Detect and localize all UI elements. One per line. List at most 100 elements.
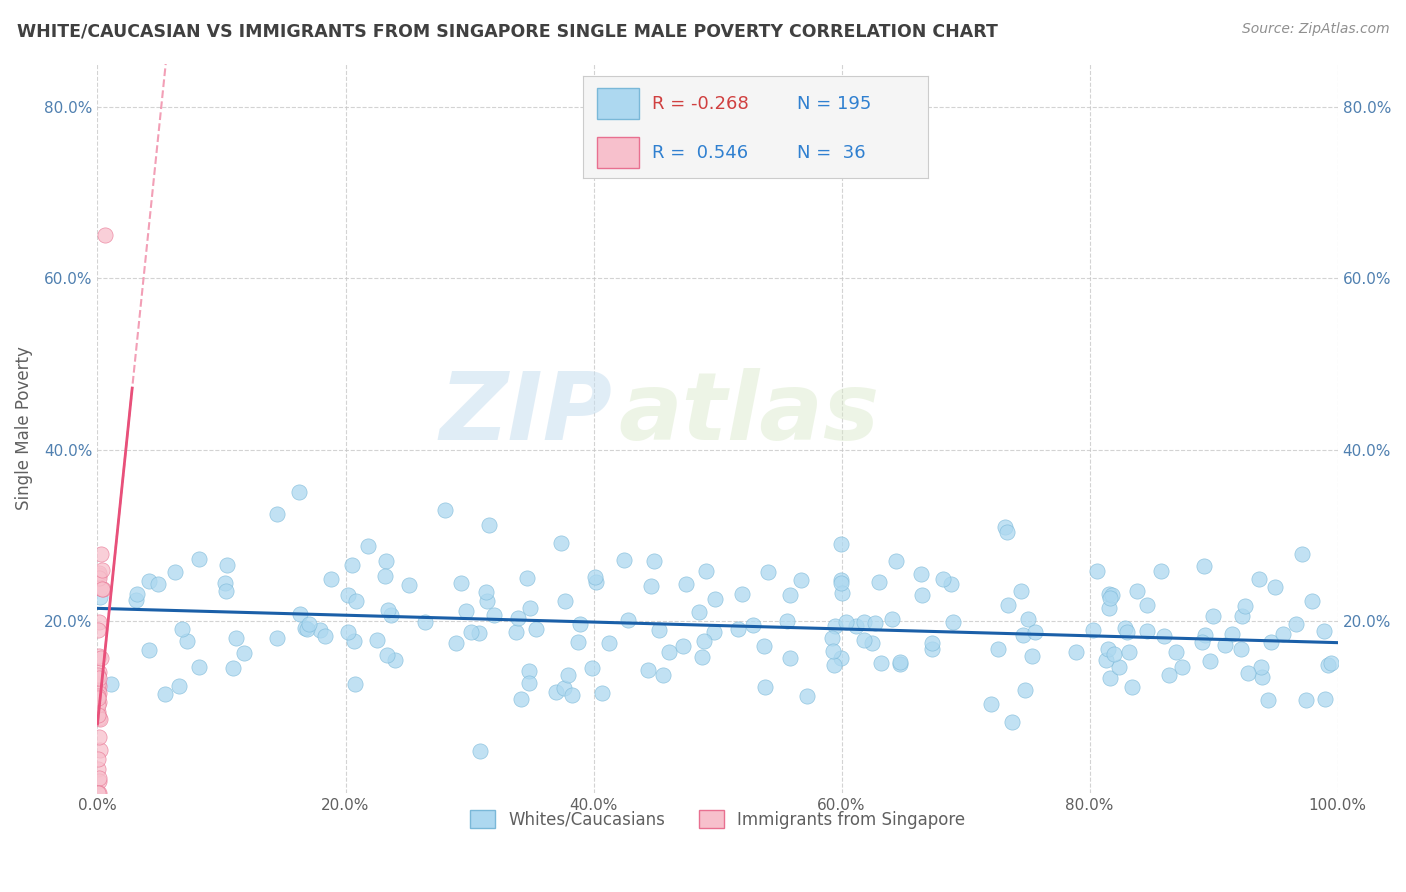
Point <box>1234 599 1257 614</box>
Point <box>188 660 211 674</box>
Point <box>1159 668 1181 682</box>
Point <box>1320 656 1343 670</box>
Point <box>1264 580 1286 594</box>
Point <box>516 571 538 585</box>
Point <box>910 567 932 582</box>
Point <box>693 634 716 648</box>
Point <box>266 507 288 521</box>
Point <box>90 651 112 665</box>
Point <box>942 615 965 630</box>
Point <box>824 618 846 632</box>
Point <box>1153 629 1175 643</box>
Point <box>1272 627 1295 641</box>
Point <box>1317 657 1340 672</box>
Point <box>703 624 725 639</box>
Point <box>87 691 110 706</box>
Point <box>321 572 343 586</box>
Point <box>294 621 316 635</box>
Point <box>344 677 367 691</box>
Point <box>470 744 492 758</box>
Legend: Whites/Caucasians, Immigrants from Singapore: Whites/Caucasians, Immigrants from Singa… <box>464 804 972 835</box>
Point <box>598 636 620 650</box>
Point <box>581 661 603 675</box>
Point <box>87 648 110 663</box>
Point <box>375 554 398 568</box>
Point <box>1136 598 1159 612</box>
Point <box>176 633 198 648</box>
Point <box>87 706 110 720</box>
Point <box>138 643 160 657</box>
Point <box>554 594 576 608</box>
Point <box>921 642 943 657</box>
Point <box>1094 653 1116 667</box>
Point <box>1021 649 1043 664</box>
Point <box>1083 624 1105 638</box>
Point <box>450 576 472 591</box>
Point <box>478 517 501 532</box>
Point <box>1170 660 1192 674</box>
Point <box>796 689 818 703</box>
Point <box>1014 682 1036 697</box>
Point <box>375 648 398 662</box>
Point <box>1220 626 1243 640</box>
Point <box>637 663 659 677</box>
Point <box>288 484 311 499</box>
Point <box>869 657 891 671</box>
Point <box>789 573 811 587</box>
Point <box>153 687 176 701</box>
Point <box>675 576 697 591</box>
Point <box>1301 593 1323 607</box>
Point <box>1017 612 1039 626</box>
Point <box>921 635 943 649</box>
Point <box>87 684 110 698</box>
Point <box>86 786 108 800</box>
Point <box>1136 624 1159 638</box>
Point <box>413 615 436 630</box>
Point <box>87 762 110 776</box>
Point <box>1192 559 1215 574</box>
Point <box>398 578 420 592</box>
Point <box>1098 601 1121 615</box>
Point <box>89 568 111 582</box>
Point <box>583 570 606 584</box>
Point <box>823 658 845 673</box>
Point <box>931 572 953 586</box>
Point <box>460 624 482 639</box>
Point <box>689 605 711 619</box>
Point <box>232 646 254 660</box>
Point <box>377 603 399 617</box>
Point <box>475 594 498 608</box>
Point <box>1114 621 1136 635</box>
Point <box>1194 628 1216 642</box>
Point <box>87 786 110 800</box>
Point <box>297 616 319 631</box>
Point <box>167 679 190 693</box>
Point <box>517 664 540 678</box>
Point <box>1291 547 1313 561</box>
Point <box>89 712 111 726</box>
Point <box>830 573 852 587</box>
Point <box>1260 634 1282 648</box>
Point <box>91 562 114 576</box>
Text: Source: ZipAtlas.com: Source: ZipAtlas.com <box>1241 22 1389 37</box>
Point <box>1024 624 1046 639</box>
Point <box>519 676 541 690</box>
Point <box>337 624 360 639</box>
Point <box>613 553 636 567</box>
Point <box>868 574 890 589</box>
Bar <box>598 137 638 168</box>
Text: N = 195: N = 195 <box>797 95 872 112</box>
Point <box>1116 624 1139 639</box>
Point <box>524 622 547 636</box>
Point <box>505 624 527 639</box>
Point <box>125 592 148 607</box>
Point <box>1102 648 1125 662</box>
Text: N =  36: N = 36 <box>797 144 866 161</box>
Point <box>835 615 858 629</box>
Point <box>987 641 1010 656</box>
Point <box>87 689 110 703</box>
Point <box>374 568 396 582</box>
Point <box>340 558 363 573</box>
Point <box>672 639 695 653</box>
Point <box>775 614 797 628</box>
